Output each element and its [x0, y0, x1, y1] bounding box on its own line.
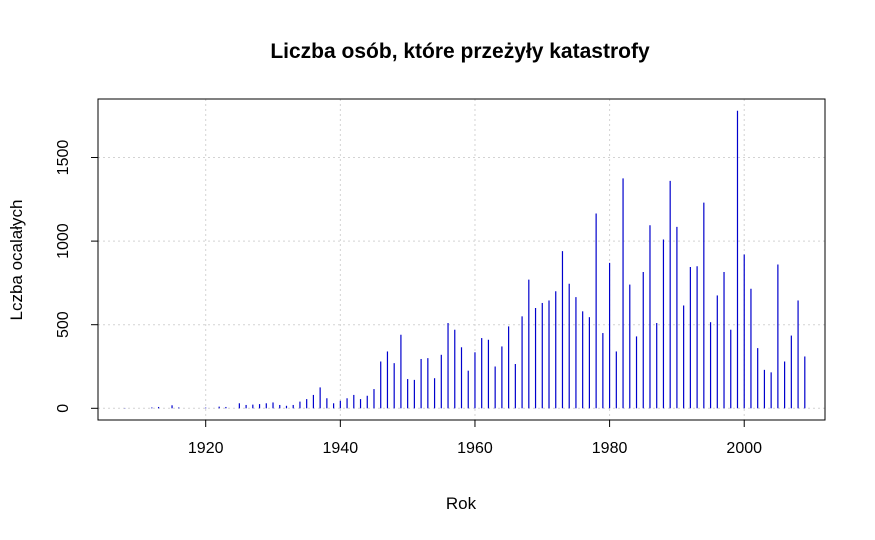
chart-title: Liczba osób, które przeżyły katastrofy: [270, 40, 650, 63]
y-tick-label: 0: [55, 404, 72, 413]
x-tick-label: 1920: [188, 440, 224, 457]
y-tick-label: 500: [55, 311, 72, 338]
x-axis-label: Rok: [446, 494, 477, 513]
x-tick-label: 2000: [726, 440, 762, 457]
x-tick-label: 1940: [323, 440, 359, 457]
x-axis: 1920 1940 1960 1980 2000: [188, 419, 762, 457]
y-axis-label: Lczba ocalałych: [7, 200, 26, 321]
y-axis: 0 500 1000 1500: [55, 140, 99, 413]
y-tick-label: 1500: [55, 140, 72, 176]
y-tick-label: 1000: [55, 223, 72, 259]
x-tick-label: 1960: [457, 440, 493, 457]
bars: [124, 110, 806, 409]
x-tick-label: 1980: [592, 440, 628, 457]
